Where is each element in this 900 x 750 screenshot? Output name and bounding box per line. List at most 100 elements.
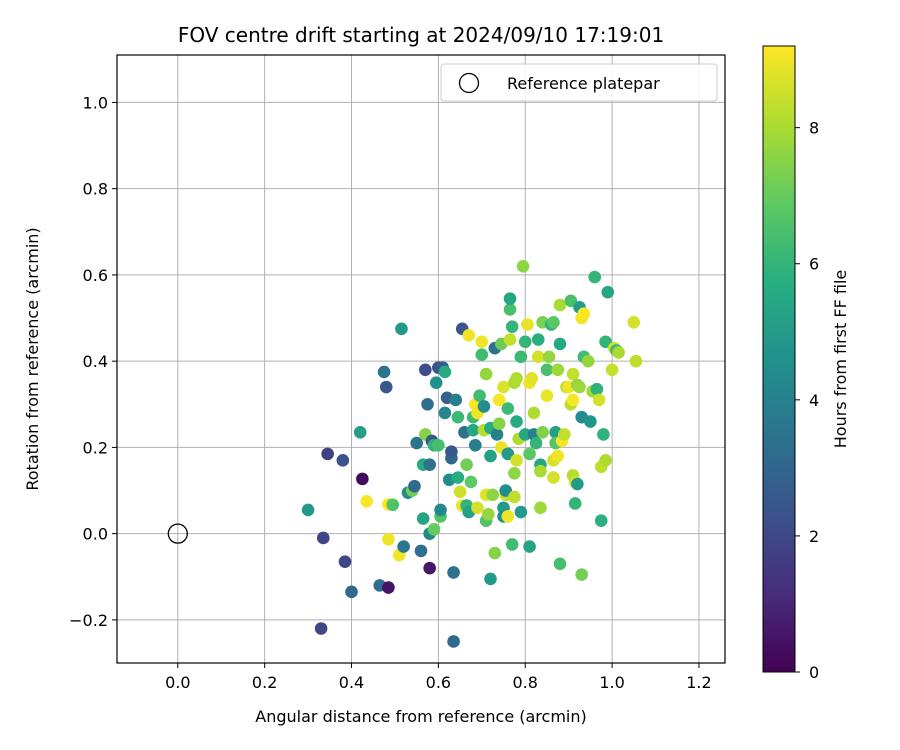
data-point [468, 438, 482, 452]
data-point [486, 488, 499, 502]
data-point [473, 389, 486, 402]
data-point [518, 335, 532, 349]
data-point [597, 428, 610, 441]
data-point [408, 479, 421, 493]
data-point [419, 363, 432, 377]
data-point [477, 400, 491, 413]
data-point [523, 540, 536, 553]
data-point [629, 354, 643, 368]
data-point [516, 259, 530, 273]
reference-marker [167, 523, 188, 544]
data-point [605, 363, 619, 377]
data-point [464, 475, 478, 489]
data-point [551, 363, 565, 377]
data-point [573, 380, 586, 394]
data-point [566, 393, 580, 407]
data-point [438, 365, 452, 379]
data-point [345, 585, 358, 599]
data-point [497, 380, 510, 394]
data-point [553, 337, 567, 351]
data-point [453, 485, 467, 499]
data-point [510, 372, 523, 385]
data-point [414, 544, 428, 558]
y-tick-label: 0.8 [83, 180, 108, 199]
data-point [336, 454, 350, 467]
chart-title: FOV centre drift starting at 2024/09/10 … [178, 23, 664, 47]
data-point [438, 406, 452, 420]
data-point [536, 426, 549, 439]
data-point [525, 372, 539, 385]
data-point [501, 510, 515, 523]
data-point [564, 294, 578, 308]
data-point [575, 568, 588, 581]
data-point [432, 438, 445, 452]
y-tick-label: 0.0 [83, 525, 108, 544]
data-point [462, 328, 476, 342]
data-point [508, 490, 521, 504]
x-tick-label: 1.2 [686, 673, 711, 692]
data-point [356, 472, 369, 486]
data-point [553, 298, 567, 312]
data-point [451, 410, 465, 424]
data-point [475, 348, 489, 361]
data-point [503, 333, 517, 346]
data-point [531, 333, 545, 346]
data-point [423, 458, 436, 471]
x-tick-label: 0.8 [513, 673, 538, 692]
data-point [360, 494, 374, 508]
x-axis-ticks: 0.0 0.2 0.4 0.6 0.8 1.0 1.2 [165, 663, 712, 692]
x-axis-label: Angular distance from reference (arcmin) [255, 707, 586, 726]
data-point [566, 367, 580, 381]
colorbar-tick-label: 4 [809, 391, 819, 410]
data-point [553, 557, 567, 571]
data-point [447, 635, 460, 648]
data-point [427, 523, 441, 536]
data-point [377, 365, 391, 379]
data-point [490, 428, 504, 441]
colorbar [762, 45, 796, 673]
y-tick-label: 1.0 [83, 93, 108, 112]
data-point [542, 350, 556, 364]
colorbar-ticks: 0 2 4 6 8 [795, 119, 819, 682]
data-point [601, 285, 615, 299]
data-point [529, 436, 543, 450]
data-point [514, 505, 528, 519]
data-point [534, 464, 547, 478]
data-point [301, 503, 315, 517]
data-point [505, 320, 519, 333]
data-point [523, 447, 536, 461]
data-point [466, 423, 480, 437]
data-point [501, 402, 515, 415]
data-point [577, 307, 591, 321]
data-point [382, 532, 395, 546]
data-point [479, 367, 493, 381]
data-point [594, 514, 608, 528]
data-point [338, 555, 352, 568]
legend-box [440, 63, 718, 102]
data-point [568, 497, 582, 510]
data-point [386, 498, 400, 512]
data-points [301, 259, 643, 648]
data-point [503, 303, 517, 316]
data-point [599, 335, 612, 349]
colorbar-tick-label: 8 [809, 119, 819, 138]
legend: Reference platepar [440, 63, 718, 102]
data-point [508, 466, 521, 480]
data-point [501, 447, 515, 461]
data-point [505, 538, 519, 551]
x-tick-label: 0.2 [252, 673, 277, 692]
data-point [449, 393, 463, 407]
data-point [382, 581, 395, 594]
data-point [540, 389, 554, 402]
data-point [316, 531, 330, 545]
data-point [492, 393, 506, 407]
reference-platepar-marker [167, 523, 188, 544]
data-point [534, 501, 547, 515]
data-point [314, 622, 328, 635]
data-point [527, 406, 541, 420]
data-point [592, 393, 606, 407]
data-point [492, 417, 506, 430]
y-tick-label: 0.2 [83, 438, 108, 457]
data-point [353, 426, 367, 439]
